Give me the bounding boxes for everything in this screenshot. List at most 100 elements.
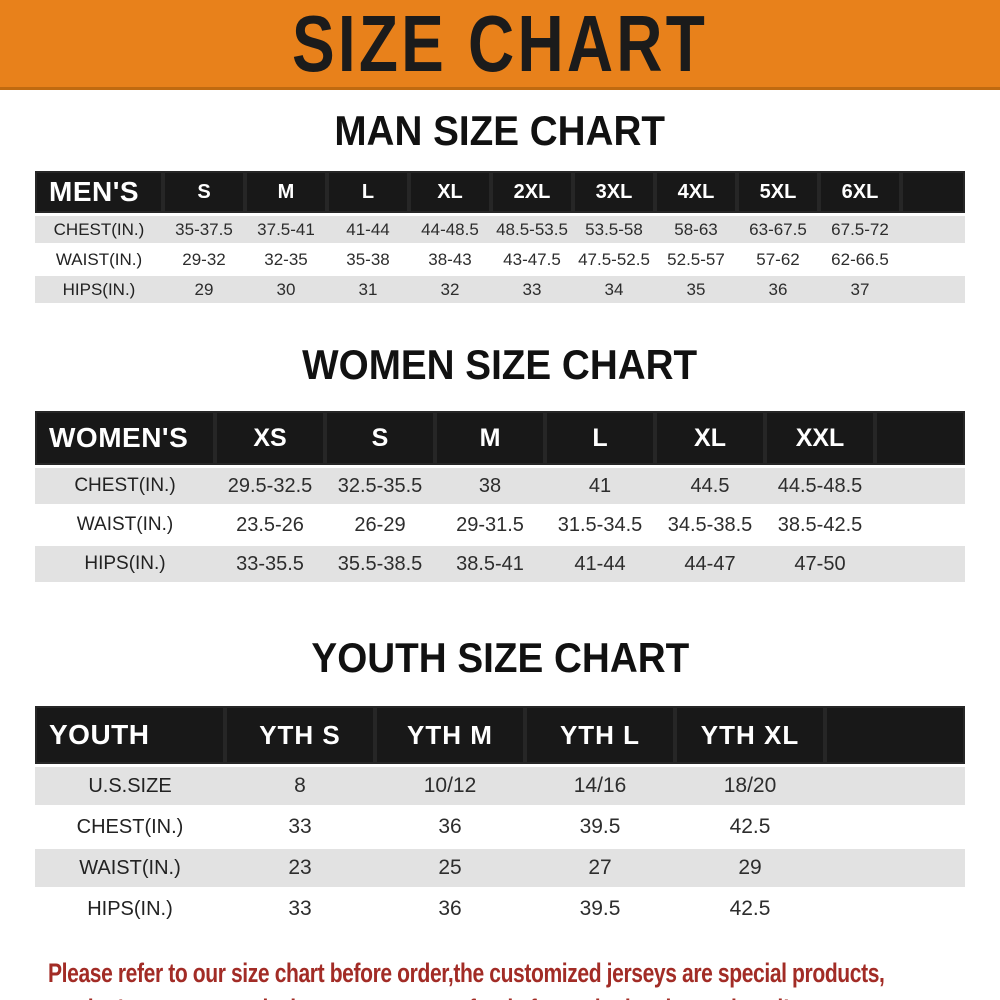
size-value-cell: 43-47.5: [491, 246, 573, 273]
cell-filler: [825, 890, 965, 928]
order-disclaimer: Please refer to our size chart before or…: [0, 955, 1000, 1000]
size-column-header: L: [327, 171, 409, 213]
size-value-cell: 36: [375, 808, 525, 846]
size-value-cell: 30: [245, 276, 327, 303]
size-value-cell: 31.5-34.5: [545, 507, 655, 543]
size-column-header: XS: [215, 411, 325, 465]
size-value-cell: 23: [225, 849, 375, 887]
table-group-label: MEN'S: [35, 171, 163, 213]
row-label: HIPS(IN.): [35, 546, 215, 582]
cell-filler: [875, 468, 965, 504]
header-filler: [901, 171, 965, 213]
size-value-cell: 25: [375, 849, 525, 887]
table-group-label: YOUTH: [35, 706, 225, 764]
size-column-header: 2XL: [491, 171, 573, 213]
table-row: HIPS(IN.) 29 30 31 32 33 34 35 36 37: [35, 276, 965, 303]
table-row: U.S.SIZE 8 10/12 14/16 18/20: [35, 767, 965, 805]
size-column-header: 5XL: [737, 171, 819, 213]
size-value-cell: 41: [545, 468, 655, 504]
size-value-cell: 62-66.5: [819, 246, 901, 273]
size-value-cell: 41-44: [545, 546, 655, 582]
size-column-header: S: [163, 171, 245, 213]
women-size-table: WOMEN'S XS S M L XL XXL CHEST(IN.) 29.5-32.5 32.5…: [35, 408, 965, 585]
cell-filler: [875, 507, 965, 543]
size-column-header: XXL: [765, 411, 875, 465]
size-value-cell: 39.5: [525, 808, 675, 846]
size-value-cell: 38.5-41: [435, 546, 545, 582]
size-value-cell: 44.5: [655, 468, 765, 504]
banner-title: SIZE CHART: [292, 0, 708, 88]
size-column-header: 4XL: [655, 171, 737, 213]
size-value-cell: 37: [819, 276, 901, 303]
size-column-header: M: [245, 171, 327, 213]
table-row: CHEST(IN.) 33 36 39.5 42.5: [35, 808, 965, 846]
man-section-title: MAN SIZE CHART: [334, 107, 666, 154]
table-header-row: MEN'S S M L XL 2XL 3XL 4XL 5XL 6XL: [35, 171, 965, 213]
size-value-cell: 63-67.5: [737, 216, 819, 243]
size-value-cell: 23.5-26: [215, 507, 325, 543]
youth-size-table: YOUTH YTH S YTH M YTH L YTH XL U.S.SIZE 8 10/12…: [35, 703, 965, 931]
cell-filler: [901, 216, 965, 243]
size-value-cell: 29.5-32.5: [215, 468, 325, 504]
size-value-cell: 44-48.5: [409, 216, 491, 243]
size-value-cell: 35: [655, 276, 737, 303]
size-value-cell: 44-47: [655, 546, 765, 582]
size-value-cell: 32: [409, 276, 491, 303]
size-value-cell: 27: [525, 849, 675, 887]
size-value-cell: 67.5-72: [819, 216, 901, 243]
size-value-cell: 10/12: [375, 767, 525, 805]
size-column-header: XL: [409, 171, 491, 213]
size-value-cell: 8: [225, 767, 375, 805]
row-label: HIPS(IN.): [35, 276, 163, 303]
size-value-cell: 33: [225, 808, 375, 846]
size-value-cell: 35.5-38.5: [325, 546, 435, 582]
table-row: CHEST(IN.) 29.5-32.5 32.5-35.5 38 41 44.5 44.5…: [35, 468, 965, 504]
disclaimer-line-2: we don't accept cancel, change, teturn o…: [48, 991, 791, 1000]
size-value-cell: 26-29: [325, 507, 435, 543]
size-value-cell: 35-38: [327, 246, 409, 273]
cell-filler: [901, 246, 965, 273]
youth-size-chart-section: YOUTH SIZE CHART YOUTH YTH S YTH M YTH L YTH…: [0, 637, 1000, 931]
size-value-cell: 35-37.5: [163, 216, 245, 243]
table-header-row: YOUTH YTH S YTH M YTH L YTH XL: [35, 706, 965, 764]
table-group-label: WOMEN'S: [35, 411, 215, 465]
size-value-cell: 42.5: [675, 808, 825, 846]
size-value-cell: 29-31.5: [435, 507, 545, 543]
row-label: CHEST(IN.): [35, 468, 215, 504]
size-value-cell: 36: [375, 890, 525, 928]
row-label: U.S.SIZE: [35, 767, 225, 805]
table-row: HIPS(IN.) 33 36 39.5 42.5: [35, 890, 965, 928]
size-column-header: YTH L: [525, 706, 675, 764]
table-row: WAIST(IN.) 23.5-26 26-29 29-31.5 31.5-34.5 34…: [35, 507, 965, 543]
size-value-cell: 29-32: [163, 246, 245, 273]
header-filler: [875, 411, 965, 465]
size-value-cell: 41-44: [327, 216, 409, 243]
cell-filler: [825, 808, 965, 846]
women-section-title: WOMEN SIZE CHART: [302, 341, 698, 388]
size-value-cell: 32.5-35.5: [325, 468, 435, 504]
size-value-cell: 37.5-41: [245, 216, 327, 243]
size-value-cell: 38-43: [409, 246, 491, 273]
size-value-cell: 53.5-58: [573, 216, 655, 243]
size-value-cell: 31: [327, 276, 409, 303]
cell-filler: [901, 276, 965, 303]
row-label: CHEST(IN.): [35, 808, 225, 846]
size-value-cell: 48.5-53.5: [491, 216, 573, 243]
size-value-cell: 34: [573, 276, 655, 303]
size-value-cell: 57-62: [737, 246, 819, 273]
size-value-cell: 58-63: [655, 216, 737, 243]
size-value-cell: 29: [675, 849, 825, 887]
table-row: HIPS(IN.) 33-35.5 35.5-38.5 38.5-41 41-44 44-…: [35, 546, 965, 582]
size-column-header: 6XL: [819, 171, 901, 213]
row-label: CHEST(IN.): [35, 216, 163, 243]
size-value-cell: 29: [163, 276, 245, 303]
size-column-header: YTH M: [375, 706, 525, 764]
size-value-cell: 52.5-57: [655, 246, 737, 273]
cell-filler: [825, 849, 965, 887]
table-row: WAIST(IN.) 23 25 27 29: [35, 849, 965, 887]
row-label: WAIST(IN.): [35, 507, 215, 543]
size-value-cell: 42.5: [675, 890, 825, 928]
table-header-row: WOMEN'S XS S M L XL XXL: [35, 411, 965, 465]
header-filler: [825, 706, 965, 764]
cell-filler: [875, 546, 965, 582]
